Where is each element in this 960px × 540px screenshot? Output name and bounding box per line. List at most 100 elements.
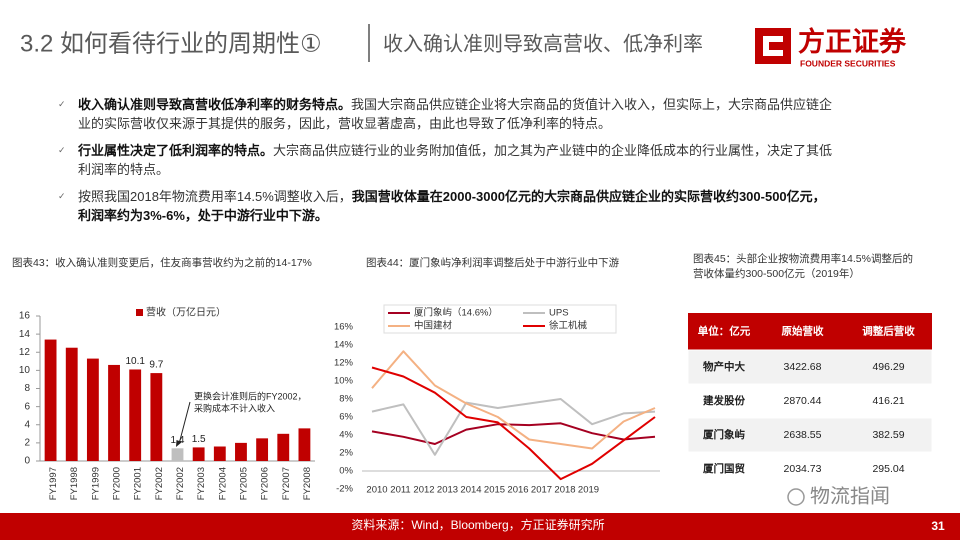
y-tick-label: 10 [19, 365, 31, 376]
y-tick-label: 14% [334, 340, 354, 351]
watermark: 物流指闻 [810, 484, 890, 507]
table-cell: 3422.68 [784, 361, 822, 373]
bar [86, 358, 99, 461]
line-series [371, 366, 656, 481]
table-header-bg [688, 313, 932, 350]
x-tick-label: 2015 [484, 485, 505, 496]
slide-title: 3.2 如何看待行业的周期性① [20, 30, 322, 57]
legend-box [383, 304, 617, 334]
y-tick-label: 6% [339, 412, 353, 423]
bar [235, 442, 247, 461]
bar [213, 446, 226, 461]
table-cell: 2034.73 [784, 463, 822, 475]
bar [44, 339, 57, 461]
bullet-text: 我国营收体量在2000-3000亿元的大宗商品供应链企业的实际营收约300-50… [78, 189, 826, 223]
x-tick-label: 2018 [554, 485, 575, 496]
line-series [371, 398, 656, 456]
chart-caption: 图表44：厦门象屿净利润率调整后处于中游行业中下游 [366, 257, 620, 269]
legend-label: 中国建材 [414, 320, 453, 332]
footer-bar [0, 513, 960, 540]
bullet-list: 收入确认准则导致高营收低净利率的财务特点。我国大宗商品供应链企业将大宗商品的货值… [58, 95, 838, 233]
bar [298, 428, 311, 461]
title-divider [368, 24, 370, 62]
bar [192, 447, 205, 461]
y-tick-label: 8 [24, 383, 30, 394]
y-tick-label: 0% [339, 466, 353, 477]
bullet-text: 收入确认准则导致高营收低净利率的财务特点。 [78, 97, 352, 112]
x-tick-label: FY2002 [175, 467, 186, 500]
bullet-text: 大宗商品供应链行业的业务附加值低，加之其为产业链中的企业降低成本的行业属性，决定… [78, 143, 833, 177]
x-tick-label: FY1999 [90, 467, 101, 500]
logo: 方正证券 FOUNDER SECURITIES [755, 26, 907, 68]
data-label: 10.1 [125, 356, 145, 367]
table-cell: 416.21 [872, 395, 904, 407]
y-tick-label: 8% [339, 394, 353, 405]
table-cell: 496.29 [872, 361, 904, 373]
y-tick-label: 12% [334, 358, 354, 369]
annotation: 采购成本不计入收入 [194, 402, 275, 413]
slide-subtitle: 收入确认准则导致高营收、低净利率 [383, 32, 703, 55]
watermark-icon [787, 488, 805, 506]
bullet: 行业属性决定了低利润率的特点。大宗商品供应链行业的业务附加值低，加之其为产业链中… [58, 141, 838, 179]
table-cell: 厦门象屿 [703, 428, 745, 441]
y-tick-label: 2 [24, 438, 30, 449]
x-tick-label: FY2000 [112, 467, 123, 500]
table-caption: 图表45：头部企业按物流费用率14.5%调整后的营收体量约300-500亿元（2… [693, 253, 913, 280]
y-tick-label: 0 [24, 456, 30, 467]
table-header: 原始营收 [782, 324, 824, 337]
bar [65, 347, 78, 461]
bullet: 收入确认准则导致高营收低净利率的财务特点。我国大宗商品供应链企业将大宗商品的货值… [58, 95, 838, 133]
logo-text-en: FOUNDER SECURITIES [800, 58, 896, 68]
y-tick-label: -2% [336, 484, 353, 495]
page-number: 31 [931, 519, 945, 533]
x-tick-label: 2017 [531, 485, 552, 496]
bullet: 按照我国2018年物流费用率14.5%调整收入后，我国营收体量在2000-300… [58, 187, 838, 225]
annotation-arrow [178, 401, 191, 445]
table-cell: 建发股份 [702, 394, 745, 407]
data-label: 9.7 [149, 360, 163, 371]
x-tick-label: FY2003 [196, 467, 207, 500]
x-tick-label: FY2004 [217, 467, 228, 500]
data-label: 1.5 [192, 434, 206, 445]
table-cell: 2870.44 [784, 395, 822, 407]
footer-source: 资料来源：Wind，Bloomberg，方正证券研究所 [351, 517, 604, 532]
table-cell: 295.04 [872, 463, 904, 475]
bar [150, 373, 163, 461]
x-tick-label: FY2005 [238, 467, 249, 500]
bar [277, 433, 290, 461]
bullet-text: 我国大宗商品供应链企业将大宗商品的货值计入收入，但实际上，大宗商品供应链企业的实… [78, 97, 833, 131]
line-series [371, 422, 656, 445]
x-tick-label: 2014 [460, 485, 481, 496]
legend-label: 营收（万亿日元） [146, 306, 226, 319]
x-tick-label: FY1998 [69, 467, 80, 500]
table-cell: 382.59 [872, 429, 904, 441]
legend-swatch [136, 309, 143, 316]
y-tick-label: 6 [24, 401, 30, 412]
bullet-text: 按照我国2018年物流费用率14.5%调整收入后， [78, 189, 352, 204]
annotation: 更换会计准则后的FY2002， [194, 390, 307, 401]
table-cell: 物产中大 [703, 360, 745, 373]
annotation-arrowhead [176, 440, 182, 447]
x-tick-label: 2013 [437, 485, 458, 496]
x-tick-label: 2012 [413, 485, 434, 496]
logo-text: 方正证券 [798, 26, 907, 57]
table-cell: 厦门国贸 [703, 462, 745, 475]
legend-label: 徐工机械 [549, 320, 588, 332]
x-tick-label: 2011 [390, 485, 410, 496]
table-cell: 2638.55 [784, 429, 822, 441]
bar [171, 448, 184, 461]
x-tick-label: FY2006 [260, 467, 271, 500]
legend-label: UPS [549, 308, 569, 319]
y-tick-label: 12 [19, 347, 31, 358]
chart-caption: 图表43：收入确认准则变更后，住友商事营收约为之前的14-17% [12, 257, 312, 269]
table-header: 调整后营收 [862, 324, 915, 337]
x-tick-label: 2019 [578, 485, 599, 496]
x-tick-label: FY2008 [302, 467, 313, 500]
logo-icon-bar [769, 42, 791, 50]
bullet-text: 行业属性决定了低利润率的特点。 [78, 143, 274, 158]
x-tick-label: FY2007 [281, 467, 292, 500]
line-series [371, 350, 656, 450]
table-row-bg [687, 417, 933, 453]
x-tick-label: 2010 [366, 485, 387, 496]
